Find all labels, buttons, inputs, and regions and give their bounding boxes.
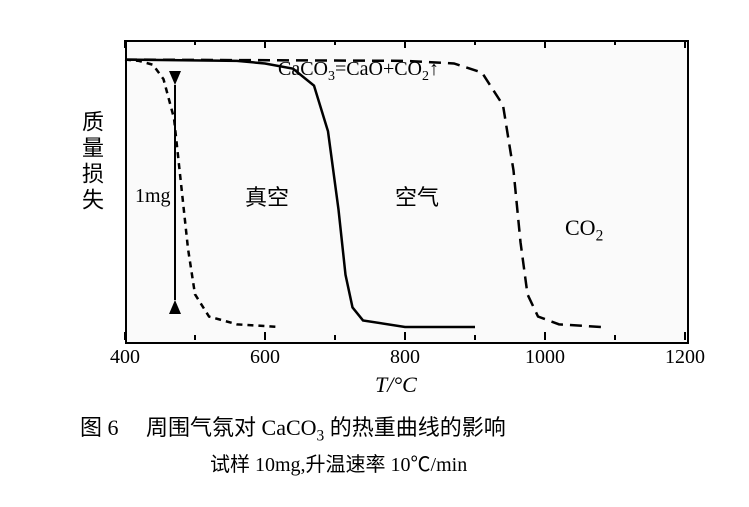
x-tick-label: 800: [383, 346, 427, 369]
x-minor-tick: [194, 40, 196, 45]
x-tick: [684, 332, 686, 340]
x-tick-label: 600: [243, 346, 287, 369]
caption-main: 周围气氛对 CaCO3 的热重曲线的影响: [146, 415, 506, 440]
x-tick-label: 1200: [663, 346, 707, 369]
scale-marker-text: 1mg: [135, 185, 171, 208]
x-minor-tick: [614, 335, 616, 340]
x-tick: [544, 332, 546, 340]
figure-subcaption: 试样 10mg,升温速率 10℃/min: [210, 448, 467, 477]
x-minor-tick: [194, 335, 196, 340]
x-tick: [124, 332, 126, 340]
x-tick: [404, 40, 406, 48]
x-minor-tick: [474, 335, 476, 340]
figure-caption: 图 6 周围气氛对 CaCO3 的热重曲线的影响: [80, 410, 506, 445]
equation-label: CaCO3=CaO+CO2↑: [278, 58, 439, 85]
x-tick: [404, 332, 406, 340]
x-tick: [544, 40, 546, 48]
x-tick: [264, 332, 266, 340]
caption-prefix: 图 6: [80, 415, 119, 440]
x-tick: [124, 40, 126, 48]
scale-arrow: [169, 71, 181, 314]
x-tick: [264, 40, 266, 48]
x-minor-tick: [474, 40, 476, 45]
x-tick-label: 400: [103, 346, 147, 369]
x-tick-label: 1000: [523, 346, 567, 369]
x-tick: [684, 40, 686, 48]
curve-label-真空: 真空: [245, 180, 289, 212]
x-minor-tick: [334, 40, 336, 45]
curve-label-CO2: CO2: [565, 215, 603, 245]
tg-chart: 质量损失 T/°C CaCO3=CaO+CO2↑ 1mg 真空空气CO2 400…: [20, 20, 729, 487]
curve-CO2: [125, 60, 601, 327]
x-minor-tick: [614, 40, 616, 45]
x-minor-tick: [334, 335, 336, 340]
curve-label-空气: 空气: [395, 180, 439, 212]
